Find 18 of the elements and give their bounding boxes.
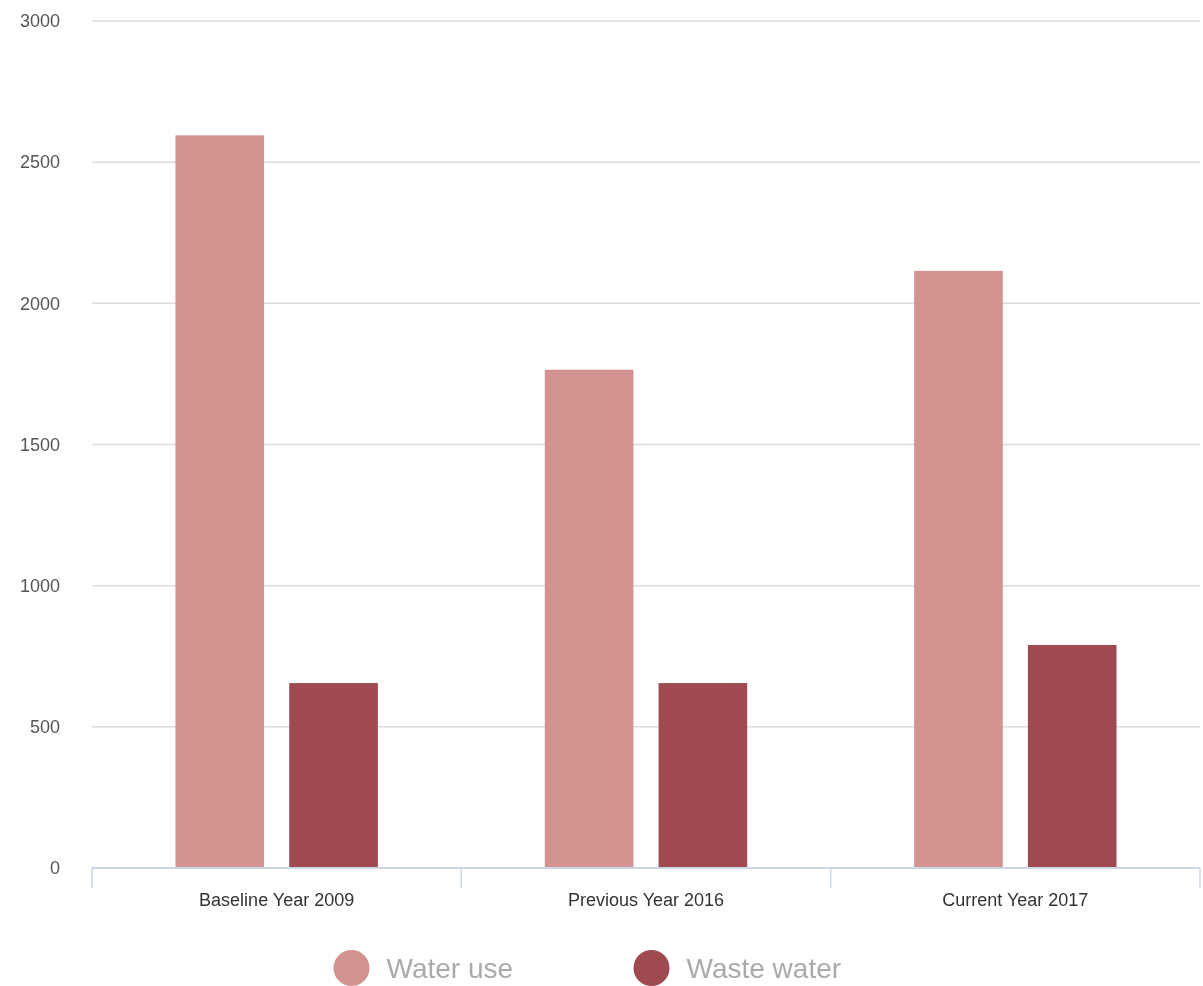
- bar: [914, 270, 1003, 868]
- y-tick-label: 1000: [19, 575, 60, 596]
- bar: [1027, 644, 1117, 868]
- bar: [544, 369, 634, 868]
- bar: [658, 683, 748, 868]
- y-tick-label: 1500: [19, 434, 60, 455]
- legend-label: Water use: [386, 952, 514, 984]
- y-tick-label: 3000: [19, 11, 60, 32]
- x-tick-label: Baseline Year 2009: [199, 890, 355, 910]
- y-tick-label: 2000: [19, 293, 60, 314]
- y-tick-label: 500: [29, 717, 60, 738]
- bar: [175, 135, 265, 868]
- x-tick-label: Previous Year 2016: [567, 890, 725, 910]
- bar: [289, 683, 378, 868]
- legend-label: Waste water: [686, 952, 842, 984]
- y-tick-label: 0: [49, 858, 60, 879]
- x-tick-label: Current Year 2017: [942, 890, 1089, 910]
- y-tick-label: 2500: [19, 152, 60, 173]
